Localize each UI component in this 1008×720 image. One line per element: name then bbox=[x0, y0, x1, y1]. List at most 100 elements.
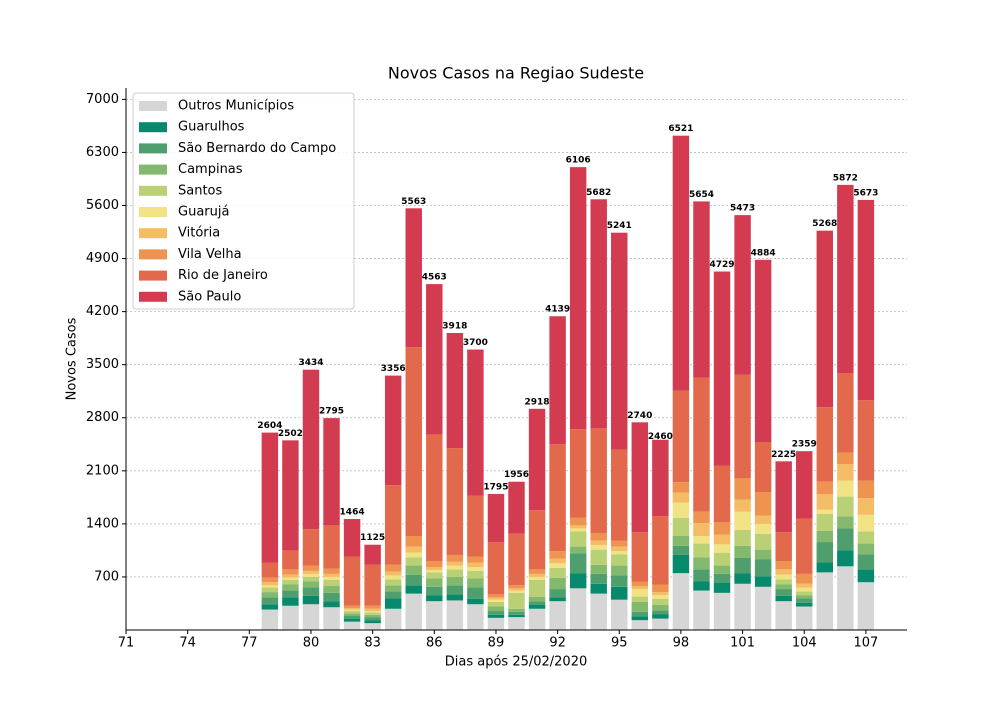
bar-segment bbox=[611, 540, 628, 547]
bar-segment bbox=[775, 569, 792, 575]
bar-segment bbox=[323, 576, 340, 580]
bar-segment bbox=[611, 546, 628, 552]
bar-segment bbox=[631, 616, 649, 621]
bar-segment bbox=[734, 478, 751, 500]
bar-segment bbox=[672, 492, 690, 503]
bar-segment bbox=[343, 556, 361, 606]
bar-segment bbox=[528, 576, 546, 580]
x-tick-label: 80 bbox=[303, 636, 320, 651]
bar-segment bbox=[713, 534, 731, 545]
legend-box bbox=[132, 92, 355, 310]
bar-segment bbox=[282, 605, 299, 630]
bar-segment bbox=[590, 593, 607, 630]
bar-segment bbox=[467, 598, 484, 605]
bar-segment bbox=[713, 565, 731, 574]
bar-segment bbox=[261, 432, 279, 563]
bar-segment bbox=[282, 590, 299, 598]
bar-segment bbox=[302, 565, 320, 571]
bar-segment bbox=[282, 440, 299, 551]
bar-segment bbox=[775, 584, 792, 590]
bar-segment bbox=[364, 617, 381, 621]
bar-segment bbox=[734, 215, 751, 375]
bar-segment bbox=[796, 598, 813, 603]
legend-swatch bbox=[139, 164, 167, 175]
total-label: 1956 bbox=[504, 470, 529, 480]
bar-segment bbox=[384, 591, 402, 599]
bar-segment bbox=[631, 586, 649, 590]
bar-segment bbox=[323, 579, 340, 587]
legend-label: Campinas bbox=[178, 162, 243, 177]
y-tick-label: 7000 bbox=[86, 92, 119, 107]
bar-segment bbox=[426, 578, 443, 587]
bar-segment bbox=[343, 608, 361, 610]
bar-segment bbox=[796, 595, 813, 599]
bar-segment bbox=[611, 575, 628, 587]
bar-segment bbox=[816, 542, 834, 563]
bar-segment bbox=[487, 601, 505, 607]
y-tick-label: 700 bbox=[94, 569, 119, 584]
bar-segment bbox=[487, 611, 505, 615]
y-tick-label: 2800 bbox=[86, 410, 119, 425]
bar-segment bbox=[364, 564, 381, 606]
bar-segment bbox=[775, 561, 792, 570]
bar-segment bbox=[282, 579, 299, 585]
bar-segment bbox=[611, 449, 628, 541]
bar-segment bbox=[652, 610, 669, 615]
bar-segment bbox=[857, 531, 875, 544]
bar-segment bbox=[528, 510, 546, 570]
bar-segment bbox=[693, 590, 710, 630]
bar-segment bbox=[508, 590, 525, 593]
bar-segment bbox=[754, 586, 772, 630]
bar-segment bbox=[713, 583, 731, 593]
bar-segment bbox=[652, 618, 669, 630]
y-tick-label: 2100 bbox=[86, 463, 119, 478]
bar-segment bbox=[611, 599, 628, 630]
bar-segment bbox=[405, 585, 422, 594]
x-tick-label: 101 bbox=[730, 636, 755, 651]
bar-segment bbox=[569, 517, 587, 526]
bar-segment bbox=[467, 562, 484, 568]
bar-segment bbox=[775, 574, 792, 580]
bar-segment bbox=[590, 545, 607, 550]
bar-segment bbox=[816, 530, 834, 543]
bar-segment bbox=[508, 611, 525, 615]
bar-segment bbox=[467, 587, 484, 599]
bar-segment bbox=[405, 546, 422, 553]
bar-segment bbox=[384, 585, 402, 592]
bar-segment bbox=[323, 573, 340, 577]
bar-segment bbox=[734, 374, 751, 479]
total-label: 5563 bbox=[401, 197, 426, 207]
bar-segment bbox=[590, 199, 607, 429]
bar-segment bbox=[446, 332, 464, 449]
bar-segment bbox=[652, 614, 669, 619]
bar-segment bbox=[857, 498, 875, 515]
bar-segment bbox=[611, 565, 628, 576]
y-tick-label: 6300 bbox=[86, 145, 119, 160]
bar-segment bbox=[713, 522, 731, 535]
bar-segment bbox=[672, 573, 690, 630]
bar-segment bbox=[754, 515, 772, 524]
total-label: 5872 bbox=[833, 173, 858, 183]
bar-segment bbox=[467, 578, 484, 588]
x-tick-label: 98 bbox=[673, 636, 690, 651]
bar-segment bbox=[796, 573, 813, 584]
bar-segment bbox=[734, 529, 751, 546]
bar-segment bbox=[467, 567, 484, 571]
bar-segment bbox=[611, 232, 628, 450]
bar-segment bbox=[672, 482, 690, 493]
bar-segment bbox=[487, 617, 505, 630]
total-label: 2502 bbox=[278, 429, 303, 439]
bar-segment bbox=[364, 544, 381, 565]
bar-segment bbox=[426, 567, 443, 571]
bar-segment bbox=[343, 613, 361, 616]
bar-segment bbox=[734, 545, 751, 558]
bar-segment bbox=[426, 586, 443, 596]
bar-segment bbox=[631, 532, 649, 582]
bar-segment bbox=[672, 545, 690, 555]
bar-segment bbox=[775, 579, 792, 585]
bar-segment bbox=[754, 533, 772, 550]
bar-segment bbox=[446, 600, 464, 630]
bar-segment bbox=[590, 549, 607, 565]
bar-segment bbox=[734, 573, 751, 584]
